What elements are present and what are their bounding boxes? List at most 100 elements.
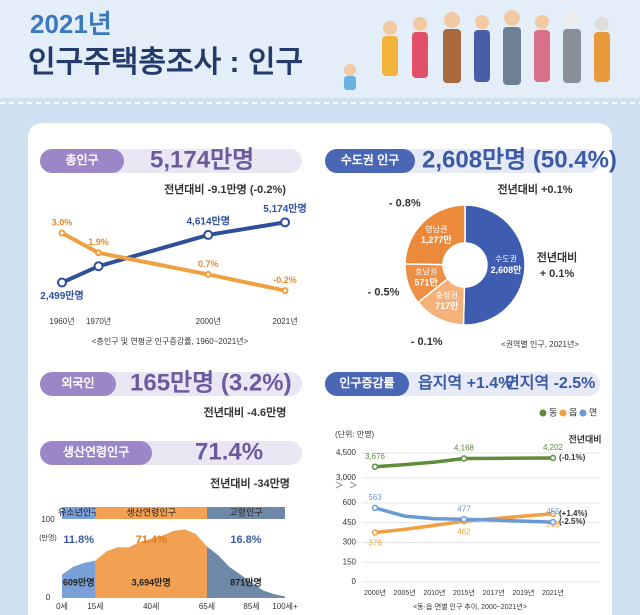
slice-change: - 0.1% xyxy=(411,336,443,348)
data-label: 376 xyxy=(368,539,382,548)
area-segment xyxy=(206,546,285,598)
x-tick-label: 2017년 xyxy=(483,588,505,597)
change: 전년대비 -9.1만명 (-0.2%) xyxy=(164,182,286,196)
slice-name: 영남권 xyxy=(425,224,447,234)
data-label: 2,499만명 xyxy=(40,289,83,302)
change: 전년대비 -4.6만명 xyxy=(204,405,287,419)
badge-label: 외국인 xyxy=(61,375,94,390)
point xyxy=(460,455,468,462)
series-line xyxy=(60,231,287,293)
point xyxy=(93,261,104,272)
group-share: 11.8% xyxy=(63,534,94,546)
item: 읍지역 +1.4% xyxy=(418,374,512,392)
y-tick-label: 450 xyxy=(343,518,357,527)
end-label: (-2.5%) xyxy=(559,517,586,526)
data-label: 5,174만명 xyxy=(263,202,306,215)
big-value: 2,608만명 (50.4%) xyxy=(422,146,617,173)
point xyxy=(58,229,66,237)
y-tick-label: 0 xyxy=(46,593,51,602)
badge-label: 생산연령인구 xyxy=(63,444,129,459)
x-tick-label: 2010년 xyxy=(423,588,445,597)
data-label: 477 xyxy=(457,504,471,513)
y-tick-label: 0 xyxy=(352,577,357,586)
point xyxy=(57,277,67,288)
group-name: 유소년인구 xyxy=(58,507,99,517)
group-strip xyxy=(62,507,96,519)
point xyxy=(549,454,557,462)
caption: <총인구 및 연평균 인구증감률, 1960~2021년> xyxy=(92,336,249,346)
point xyxy=(371,529,379,536)
x-tick-label: 2005년 xyxy=(394,588,416,597)
point xyxy=(549,518,557,526)
slice-name: 수도권 xyxy=(495,254,517,264)
x-tick-label: 2000년 xyxy=(196,316,221,326)
x-tick-label: 0세 xyxy=(56,602,68,611)
data-label: -0.2% xyxy=(273,275,297,285)
point xyxy=(460,515,468,523)
x-tick-label: 15세 xyxy=(87,602,103,611)
annotation: 전년대비 xyxy=(568,433,601,444)
data-label: 1.9% xyxy=(88,237,109,247)
slice-change: - 0.5% xyxy=(368,287,400,299)
data-label: 4,168 xyxy=(454,444,475,453)
series-line xyxy=(60,220,287,285)
slice-change: + 0.1% xyxy=(540,268,575,280)
pie-slice xyxy=(404,204,466,266)
x-tick-label: 100세+ xyxy=(272,602,298,611)
x-tick-label: 65세 xyxy=(199,602,215,611)
slice-name: 호남권 xyxy=(415,266,437,276)
point xyxy=(549,510,557,518)
point xyxy=(280,217,290,228)
y-tick-label: 150 xyxy=(343,557,357,566)
slice-value: 2,608만 xyxy=(491,264,523,275)
area-segment xyxy=(95,529,207,598)
end-label: (-0.1%) xyxy=(559,453,586,462)
data-label: 4,614만명 xyxy=(187,215,230,228)
data-label: 462 xyxy=(457,527,471,536)
slice-change: - 0.8% xyxy=(389,197,421,209)
y-tick-label: 600 xyxy=(343,498,357,507)
badge-label: 총인구 xyxy=(65,152,98,167)
x-tick-label: 2019년 xyxy=(512,588,534,597)
x-tick-label: 2021년 xyxy=(542,588,564,597)
y-tick-label: 300 xyxy=(343,538,357,547)
legend-swatch xyxy=(559,409,567,417)
x-tick-label: 85세 xyxy=(243,602,259,611)
change: 전년대비 -34만명 xyxy=(210,476,290,490)
big-value: 165만명 (3.2%) xyxy=(130,369,292,396)
axis-break xyxy=(335,481,358,489)
x-tick-label: 2000년 xyxy=(364,588,386,597)
y-tick-label: 4,500 xyxy=(336,448,357,457)
legend-swatch xyxy=(539,409,547,417)
y-tick-label: 100 xyxy=(41,515,55,524)
data-label: 4,202 xyxy=(543,443,564,452)
point xyxy=(95,249,103,257)
badge-label: 수도권 인구 xyxy=(341,152,400,167)
slice-value: 717만 xyxy=(435,300,459,311)
group-share: 16.8% xyxy=(230,534,261,546)
data-label: 563 xyxy=(368,493,382,502)
point xyxy=(204,270,212,278)
y-tick-label: 3,000 xyxy=(336,473,357,482)
group-population: 871만명 xyxy=(230,576,262,587)
caption: <권역별 인구, 2021년> xyxy=(501,339,579,349)
item: 면지역 -2.5% xyxy=(505,374,595,392)
slice-value: 1,277만 xyxy=(421,234,453,245)
people-illustration xyxy=(344,10,610,90)
area-segment xyxy=(62,560,96,598)
data-label: 3,676 xyxy=(365,452,386,461)
group-name: 고령인구 xyxy=(229,506,262,517)
unit: (단위: 만명) xyxy=(335,429,375,439)
change-prefix: 전년대비 xyxy=(537,250,577,264)
header-band xyxy=(0,0,640,98)
group-strip xyxy=(95,507,207,519)
slice-name: 충청권 xyxy=(436,290,458,300)
legend-label: 동 xyxy=(549,407,557,417)
badge xyxy=(325,149,415,173)
group-strip xyxy=(206,507,285,519)
point xyxy=(203,229,214,240)
point xyxy=(371,504,379,512)
data-label: 3.0% xyxy=(52,217,73,227)
big-value: 5,174만명 xyxy=(150,146,254,173)
